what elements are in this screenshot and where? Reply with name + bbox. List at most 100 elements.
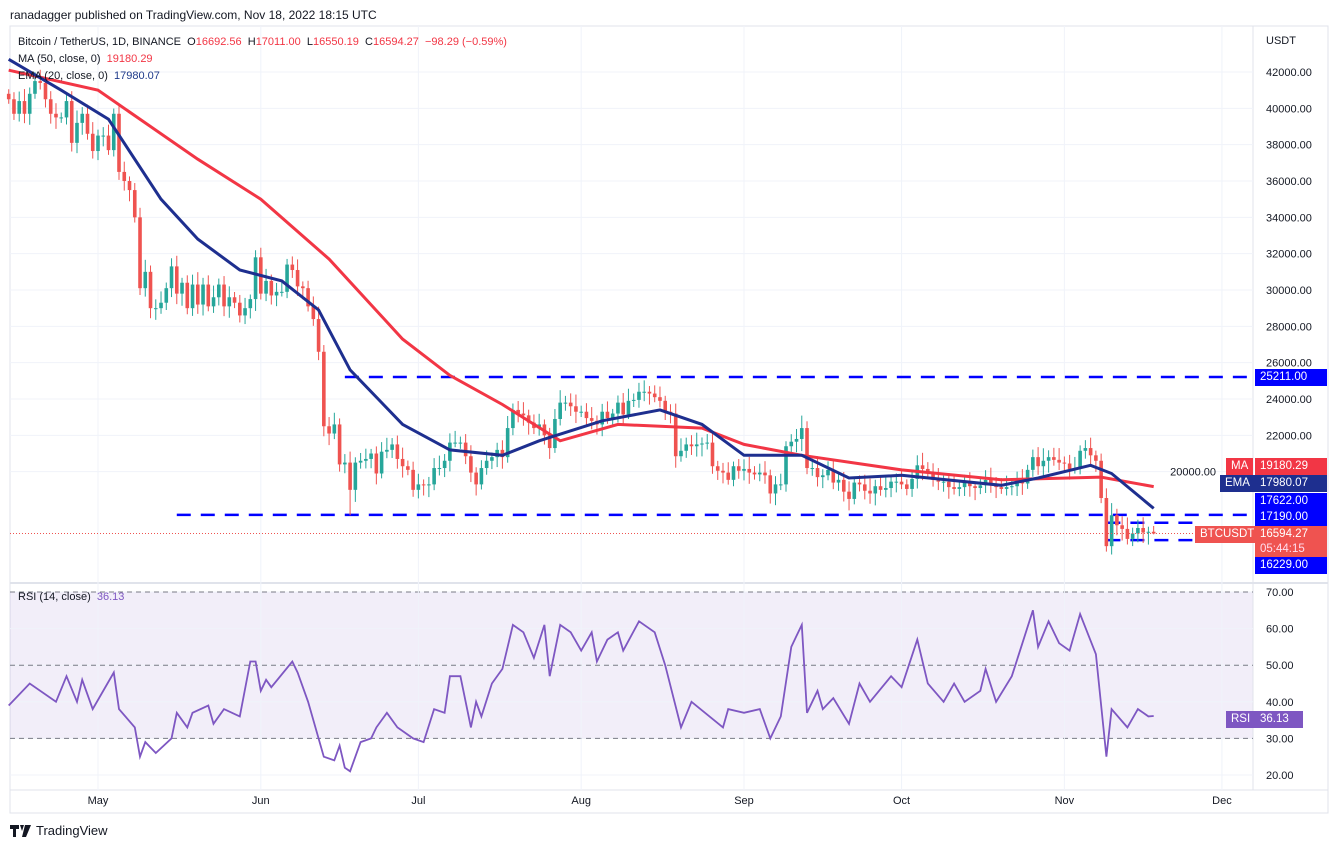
month-label: May	[88, 795, 109, 807]
last-price: 16594.27	[1260, 528, 1308, 540]
candle-body	[27, 93, 32, 114]
rsi-legend[interactable]: RSI (14, close) 36.13	[18, 591, 124, 604]
candle-body	[379, 451, 384, 474]
candle	[899, 470, 904, 490]
candle-body	[374, 453, 379, 474]
candle-body	[458, 442, 463, 444]
candle-body	[789, 441, 794, 447]
candle-body	[484, 460, 489, 469]
candle	[747, 456, 752, 484]
candle-body	[553, 418, 557, 449]
candle-body	[264, 280, 268, 294]
candle	[306, 280, 310, 312]
month-label: Jun	[252, 795, 270, 807]
candle-body	[526, 415, 531, 423]
candle	[12, 92, 16, 120]
high-value: 17011.00	[255, 36, 301, 48]
candle-body	[516, 409, 520, 414]
candle	[831, 458, 836, 490]
candle	[726, 462, 731, 485]
ema20-line	[7, 58, 1155, 510]
candle-body	[101, 135, 106, 137]
candle-body	[563, 402, 568, 404]
ma-legend[interactable]: MA (50, close, 0) 19180.29	[18, 53, 153, 66]
candle	[1136, 519, 1140, 543]
candle	[679, 438, 683, 462]
candle-body	[185, 282, 190, 309]
candle-body	[1067, 463, 1072, 469]
ema-legend[interactable]: EMA (20, close, 0) 17980.07	[18, 70, 160, 83]
candle	[1046, 450, 1051, 473]
candle-body	[773, 484, 778, 494]
candle-body	[852, 482, 857, 499]
candle-body	[568, 402, 573, 407]
candle	[768, 469, 773, 504]
candle-body	[364, 458, 368, 461]
candle-body	[274, 291, 279, 296]
candle	[505, 415, 510, 463]
candle	[878, 477, 883, 496]
candle	[973, 481, 977, 501]
candle	[673, 403, 678, 468]
candle	[227, 286, 232, 318]
candle-body	[978, 485, 983, 489]
candle	[421, 479, 426, 496]
candle-body	[180, 282, 184, 294]
candle-body	[973, 486, 977, 489]
candle	[222, 276, 226, 317]
candle	[1120, 516, 1124, 541]
candle	[206, 275, 211, 312]
candle	[1036, 447, 1040, 475]
candle-body	[878, 486, 883, 490]
candle	[516, 401, 520, 423]
candle-body	[164, 288, 169, 303]
ema-label: EMA (20, close, 0)	[18, 70, 108, 82]
candle-body	[905, 484, 909, 489]
candle-body	[400, 458, 405, 467]
candle	[195, 272, 200, 314]
candle-body	[752, 472, 757, 475]
candle-body	[952, 487, 956, 489]
candle-body	[232, 297, 237, 303]
candle-body	[406, 466, 410, 470]
published-caption: ranadagger published on TradingView.com,…	[10, 8, 377, 22]
candle	[1067, 454, 1072, 480]
candle-body	[742, 468, 746, 471]
candle	[6, 89, 11, 104]
candle	[873, 479, 878, 506]
candle	[862, 474, 867, 500]
candle-body	[626, 400, 631, 415]
tradingview-logo[interactable]: TradingView	[10, 823, 108, 838]
candle-body	[311, 306, 316, 320]
candle-body	[1109, 515, 1114, 547]
candle	[537, 413, 541, 436]
candle-body	[610, 413, 615, 419]
candle	[1052, 447, 1056, 466]
candle	[290, 256, 295, 278]
candle-body	[1151, 531, 1156, 534]
candle-body	[957, 487, 962, 489]
candle	[406, 460, 410, 476]
candle	[374, 446, 379, 485]
candle-body	[652, 393, 657, 398]
candle-body	[348, 462, 352, 490]
candle	[715, 460, 720, 480]
candle	[458, 436, 463, 449]
candle-body	[936, 479, 941, 482]
candle-body	[631, 399, 636, 401]
candle-body	[343, 462, 347, 465]
candle	[111, 108, 116, 157]
ma-name-tag: MA	[1226, 458, 1254, 475]
candle-body	[511, 409, 515, 429]
candle	[75, 110, 79, 154]
candle-body	[474, 472, 478, 485]
candle	[568, 393, 573, 416]
candle	[826, 461, 830, 481]
candle-body	[437, 468, 442, 470]
candle	[852, 477, 857, 505]
candle	[736, 459, 741, 479]
close-label: C	[365, 36, 373, 48]
candle-body	[390, 444, 394, 450]
candle-body	[1010, 486, 1014, 488]
